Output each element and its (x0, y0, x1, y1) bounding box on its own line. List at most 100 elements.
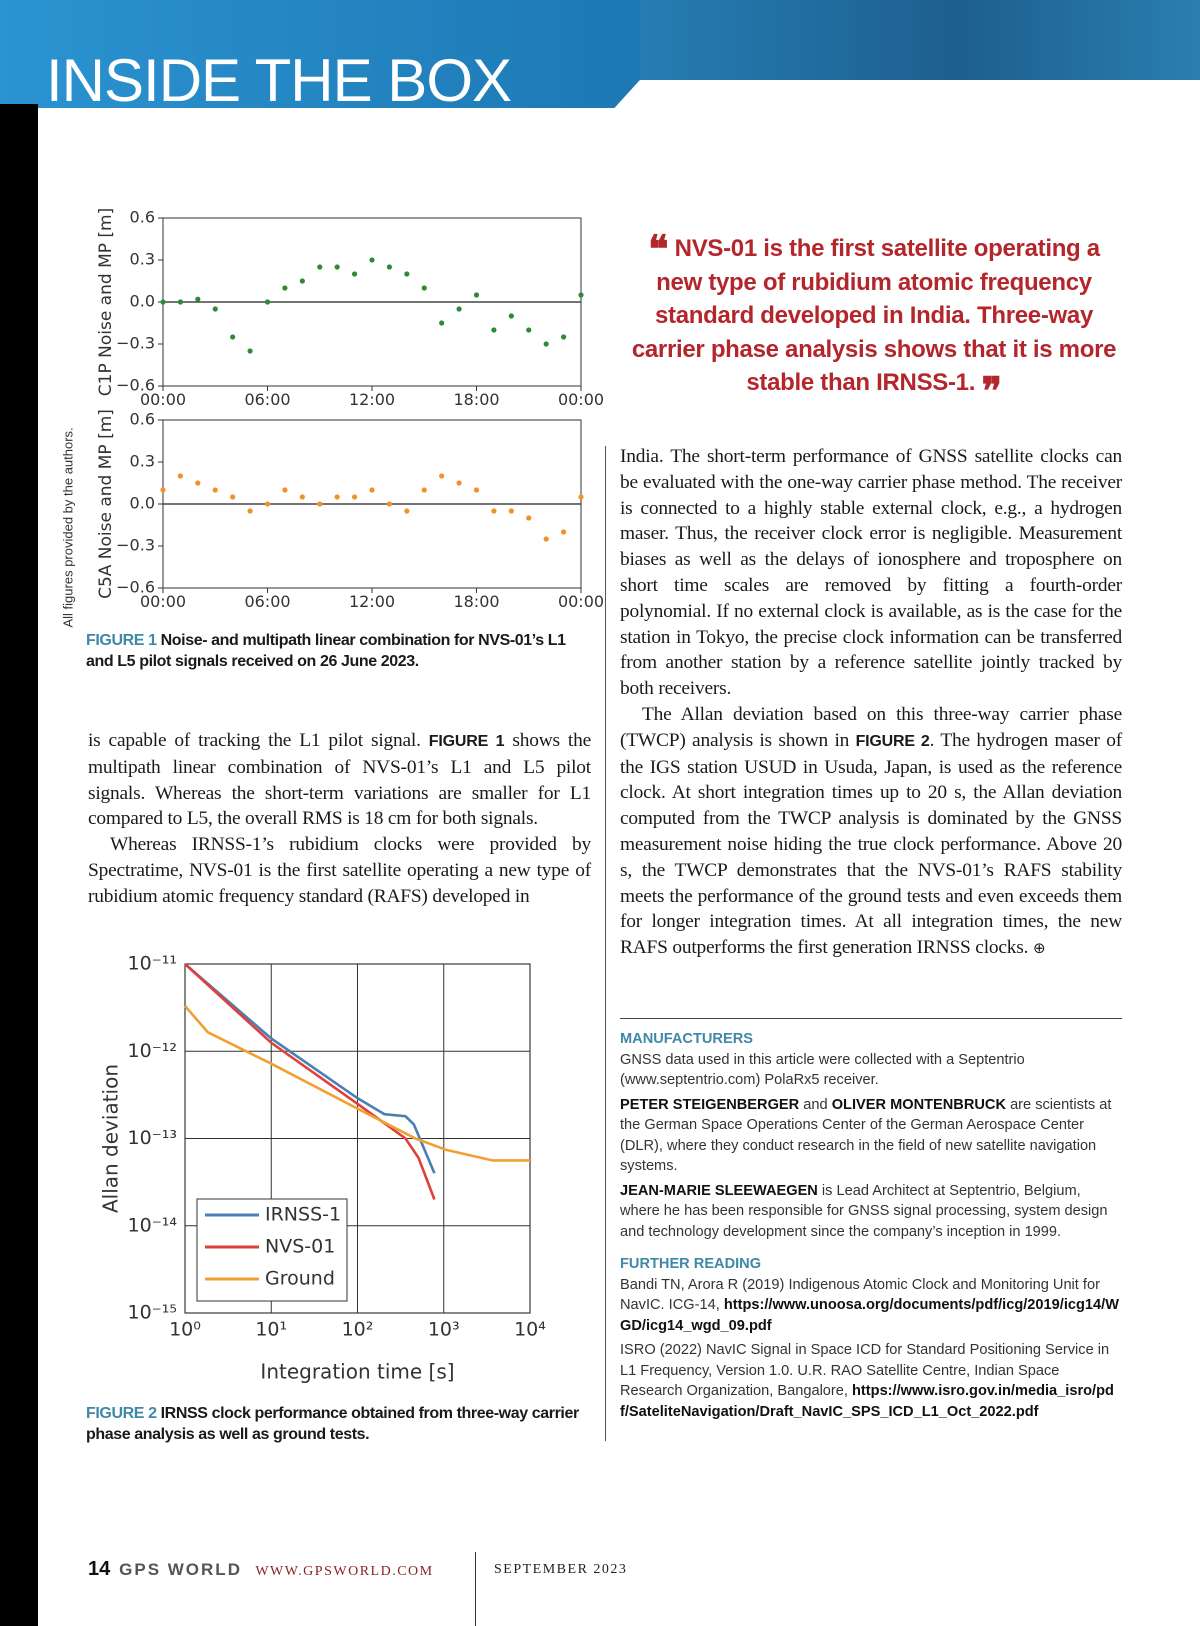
point (439, 473, 445, 479)
point (160, 487, 166, 493)
issue-date: SEPTEMBER 2023 (494, 1562, 628, 1577)
point (439, 320, 445, 326)
bio: PETER STEIGENBERGER and OLIVER MONTENBRU… (620, 1095, 1122, 1177)
point (543, 536, 549, 542)
heading: FURTHER READING (620, 1256, 762, 1272)
point (369, 487, 375, 493)
y-tick-label: 0.0 (130, 292, 155, 311)
point (543, 341, 549, 347)
paragraph: India. The short-term performance of GNS… (620, 444, 1122, 702)
heading: MANUFACTURERS (620, 1031, 753, 1047)
point (508, 508, 514, 514)
reference: ISRO (2022) NavIC Signal in Space ICD fo… (620, 1340, 1122, 1422)
x-tick-label: 00:00 (558, 592, 604, 611)
point (160, 299, 166, 305)
y-tick-label: 10⁻¹² (128, 1040, 177, 1062)
x-tick-label: 12:00 (349, 592, 395, 611)
header-tab (0, 0, 640, 108)
sidebar: MANUFACTURERS GNSS data used in this art… (620, 1018, 1122, 1426)
y-axis-label: C5A Noise and MP [m] (96, 409, 116, 599)
link[interactable]: https://www.unoosa.org/documents/pdf/icg… (620, 1297, 1119, 1334)
point (282, 487, 288, 493)
text: is Lead Architect at Septentrio, Belgium… (620, 1182, 1108, 1240)
point (177, 473, 184, 479)
text: . The hydrogen maser of the IGS station … (620, 729, 1122, 959)
x-tick-label: 06:00 (244, 390, 290, 409)
point (299, 278, 305, 284)
reference: Bandi TN, Arora R (2019) Indigenous Atom… (620, 1275, 1122, 1337)
point (264, 501, 271, 507)
website[interactable]: WWW.GPSWORLD.COM (255, 1564, 434, 1579)
figure-ref: FIGURE 2 (855, 732, 930, 750)
y-tick-label: 0.3 (130, 250, 155, 269)
text: shows the multipath linear combination o… (88, 730, 592, 830)
page-number: 14 (88, 1558, 111, 1580)
column-rule (605, 446, 606, 1441)
point (560, 334, 567, 340)
quote-mark: ❝ (648, 226, 669, 271)
paragraph: GNSS data used in this article were coll… (620, 1051, 1025, 1089)
caption-text: Noise- and multipath linear combination … (86, 632, 566, 670)
legend-label: NVS-01 (265, 1236, 335, 1258)
left-column: is capable of tracking the L1 pilot sign… (88, 728, 591, 910)
figure-ref: FIGURE 1 (428, 733, 505, 750)
point (473, 292, 480, 298)
point (560, 529, 567, 535)
paragraph: Whereas IRNSS-1’s rubidium clocks were p… (88, 832, 591, 909)
series-line (184, 1005, 530, 1162)
magazine-name: GPS WORLD (119, 1560, 242, 1579)
quote-mark: ❞ (981, 368, 1002, 413)
figure-label: FIGURE 2 (86, 1405, 157, 1422)
x-tick-label: 10⁰ (169, 1319, 201, 1341)
point (177, 299, 184, 305)
point (421, 487, 427, 493)
x-tick-label: 18:00 (453, 592, 499, 611)
right-column: India. The short-term performance of GNS… (620, 444, 1122, 962)
point (386, 264, 393, 270)
author-name: JEAN-MARIE SLEEWAEGEN (620, 1182, 818, 1199)
y-tick-label: −0.6 (116, 376, 155, 395)
point (526, 515, 532, 521)
footer-rule (475, 1552, 476, 1626)
point (334, 494, 340, 500)
x-tick-label: 18:00 (453, 390, 499, 409)
y-tick-label: 10⁻¹⁴ (128, 1214, 178, 1236)
x-axis-label: Integration time [s] (260, 1360, 454, 1384)
y-tick-label: −0.3 (116, 334, 155, 353)
point (264, 299, 271, 305)
link[interactable]: https://www.isro.gov.in/media_isro/pdf/S… (620, 1383, 1114, 1420)
x-tick-label: 00:00 (140, 390, 186, 409)
text: Bandi TN, Arora R (2019) Indigenous Atom… (620, 1276, 1100, 1314)
text: is capable of tracking the L1 pilot sign… (88, 730, 429, 751)
point (491, 327, 497, 333)
side-stripe (0, 104, 38, 1626)
x-tick-label: 00:00 (558, 390, 604, 409)
author-name: PETER STEIGENBERGER (620, 1096, 800, 1113)
point (230, 334, 236, 340)
point (456, 306, 462, 312)
legend-label: IRNSS-1 (265, 1204, 341, 1226)
point (404, 271, 410, 277)
x-tick-label: 06:00 (244, 592, 290, 611)
x-tick-label: 10¹ (255, 1319, 287, 1341)
text: are scientists at the German Space Opera… (620, 1096, 1112, 1175)
point (508, 313, 514, 319)
y-tick-label: −0.3 (116, 536, 155, 555)
figure-label: FIGURE 1 (86, 632, 157, 649)
point (578, 292, 584, 298)
x-tick-label: 00:00 (140, 592, 186, 611)
x-tick-label: 10⁴ (514, 1319, 546, 1341)
y-tick-label: 0.6 (130, 208, 155, 227)
text: ISRO (2022) NavIC Signal in Space ICD fo… (620, 1342, 1110, 1399)
footer: 14 GPS WORLD WWW.GPSWORLD.COM (88, 1558, 434, 1581)
series-line (184, 963, 436, 1174)
point (526, 327, 532, 333)
section-title: INSIDE THE BOX (46, 47, 512, 114)
end-mark: ⊕ (1032, 939, 1046, 958)
y-tick-label: −0.6 (116, 578, 155, 597)
y-axis-label: C1P Noise and MP [m] (96, 208, 116, 396)
text: The Allan deviation based on this three-… (620, 703, 1122, 751)
point (473, 487, 480, 493)
text: and (799, 1096, 832, 1113)
